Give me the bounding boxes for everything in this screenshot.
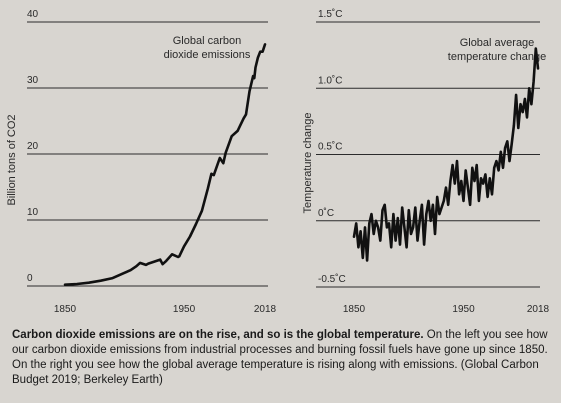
co2-x-tick-label: 2018: [254, 304, 277, 315]
temp-y-tick-label: 1.5˚C: [318, 8, 342, 20]
caption-body: On the left you see how our carbon dioxi…: [12, 329, 548, 386]
co2-y-tick-label: 0: [27, 273, 33, 284]
co2-x-tick-label: 1950: [173, 304, 196, 315]
co2-x-tick-labels: 1850 1950 2018: [54, 304, 277, 315]
co2-y-tick-label: 10: [27, 207, 39, 218]
temp-x-tick-label: 1950: [452, 304, 475, 315]
co2-emissions-chart: 0 10 20 30 40 1850 1950 2018 Billion tons of C…: [6, 9, 277, 315]
co2-y-tick-label: 30: [27, 75, 39, 86]
temperature-line: [352, 47, 540, 262]
co2-annotation-line-1: Global carbon: [173, 35, 242, 47]
co2-y-tick-label: 20: [27, 141, 39, 152]
temp-x-tick-label: 1850: [343, 304, 366, 315]
co2-emissions-line: [63, 43, 267, 286]
co2-y-axis-label: Billion tons of CO2: [6, 114, 18, 205]
caption-bold: Carbon dioxide emissions are on the rise…: [12, 329, 424, 341]
co2-annotation-line-2: dioxide emissions: [164, 49, 251, 61]
co2-x-tick-label: 1850: [54, 304, 77, 315]
temp-gridlines: [316, 21, 540, 288]
temp-y-tick-label: 0.5˚C: [318, 141, 342, 153]
co2-y-tick-labels: 0 10 20 30 40: [27, 9, 39, 284]
temp-y-tick-label: 0˚C: [318, 207, 334, 219]
co2-y-tick-label: 40: [27, 9, 39, 20]
temp-annotation-line-1: Global average: [460, 37, 535, 49]
temp-y-tick-label: 1.0˚C: [318, 74, 342, 86]
temp-annotation-line-2: temperature change: [448, 51, 546, 63]
charts-canvas: 0 10 20 30 40 1850 1950 2018 Billion tons of C…: [6, 8, 550, 315]
temp-y-tick-label: -0.5˚C: [318, 273, 346, 285]
temp-x-tick-labels: 1850 1950 2018: [343, 304, 550, 315]
temperature-change-chart: -0.5˚C 0˚C 0.5˚C 1.0˚C 1.5˚C 1850 1950 2018 Te…: [302, 8, 550, 315]
co2-gridlines: [27, 21, 268, 287]
temp-y-tick-labels: -0.5˚C 0˚C 0.5˚C 1.0˚C 1.5˚C: [318, 8, 346, 285]
figure-caption: Carbon dioxide emissions are on the rise…: [12, 328, 552, 388]
temp-y-axis-label: Temperature change: [302, 113, 314, 214]
temp-x-tick-label: 2018: [527, 304, 550, 315]
